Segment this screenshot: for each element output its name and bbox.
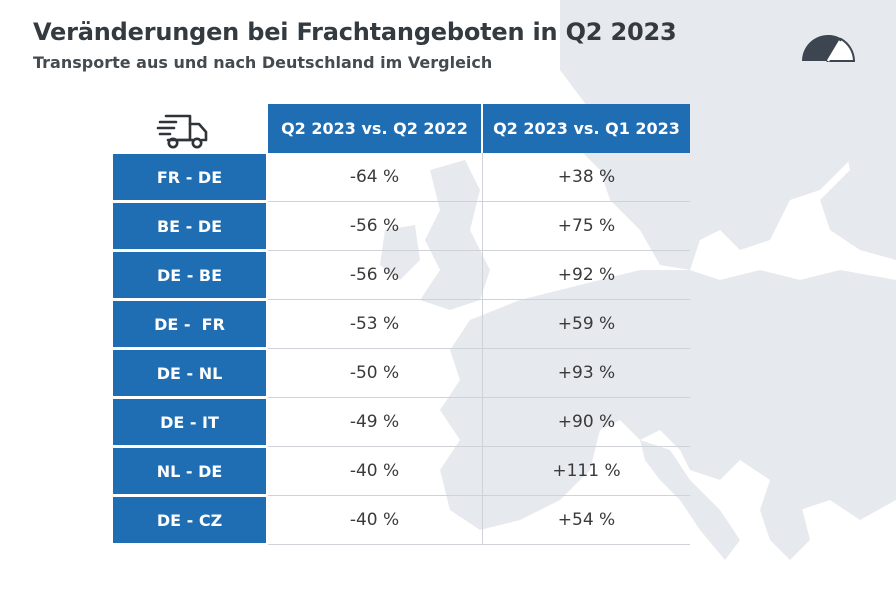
cell-q2-vs-q2: -49 % bbox=[349, 412, 400, 432]
chart-subtitle: Transporte aus und nach Deutschland im V… bbox=[33, 53, 493, 72]
cell-q2-vs-q2: -53 % bbox=[349, 314, 400, 334]
column-header-q2-vs-q1: Q2 2023 vs. Q1 2023 bbox=[483, 104, 690, 153]
truck-icon bbox=[156, 114, 208, 149]
row-divider bbox=[268, 495, 690, 496]
cell-q2-vs-q2: -64 % bbox=[349, 167, 400, 187]
cell-q2-vs-q1: +59 % bbox=[557, 314, 616, 334]
cell-q2-vs-q1: +75 % bbox=[557, 216, 616, 236]
chart-title: Veränderungen bei Frachtangeboten in Q2 … bbox=[33, 18, 677, 46]
cell-q2-vs-q2: -40 % bbox=[349, 461, 400, 481]
row-label: DE - IT bbox=[113, 399, 266, 445]
row-label: DE - CZ bbox=[113, 497, 266, 543]
cell-q2-vs-q1: +111 % bbox=[552, 461, 621, 481]
row-divider bbox=[268, 544, 690, 545]
cell-q2-vs-q1: +38 % bbox=[557, 167, 616, 187]
row-divider bbox=[268, 201, 690, 202]
row-label: DE - FR bbox=[113, 301, 266, 347]
gauge-icon bbox=[802, 35, 856, 62]
cell-q2-vs-q2: -56 % bbox=[349, 216, 400, 236]
row-divider bbox=[268, 299, 690, 300]
cell-q2-vs-q2: -56 % bbox=[349, 265, 400, 285]
cell-q2-vs-q1: +90 % bbox=[557, 412, 616, 432]
row-label: NL - DE bbox=[113, 448, 266, 494]
row-label: DE - BE bbox=[113, 252, 266, 298]
cell-q2-vs-q1: +92 % bbox=[557, 265, 616, 285]
cell-q2-vs-q2: -50 % bbox=[349, 363, 400, 383]
row-divider bbox=[268, 446, 690, 447]
row-label: FR - DE bbox=[113, 154, 266, 200]
row-label: DE - NL bbox=[113, 350, 266, 396]
cell-q2-vs-q1: +54 % bbox=[557, 510, 616, 530]
row-divider bbox=[268, 397, 690, 398]
row-divider bbox=[268, 250, 690, 251]
cell-q2-vs-q2: -40 % bbox=[349, 510, 400, 530]
column-divider bbox=[482, 153, 483, 545]
cell-q2-vs-q1: +93 % bbox=[557, 363, 616, 383]
column-header-q2-vs-q2: Q2 2023 vs. Q2 2022 bbox=[268, 104, 481, 153]
row-divider bbox=[268, 348, 690, 349]
row-label: BE - DE bbox=[113, 203, 266, 249]
